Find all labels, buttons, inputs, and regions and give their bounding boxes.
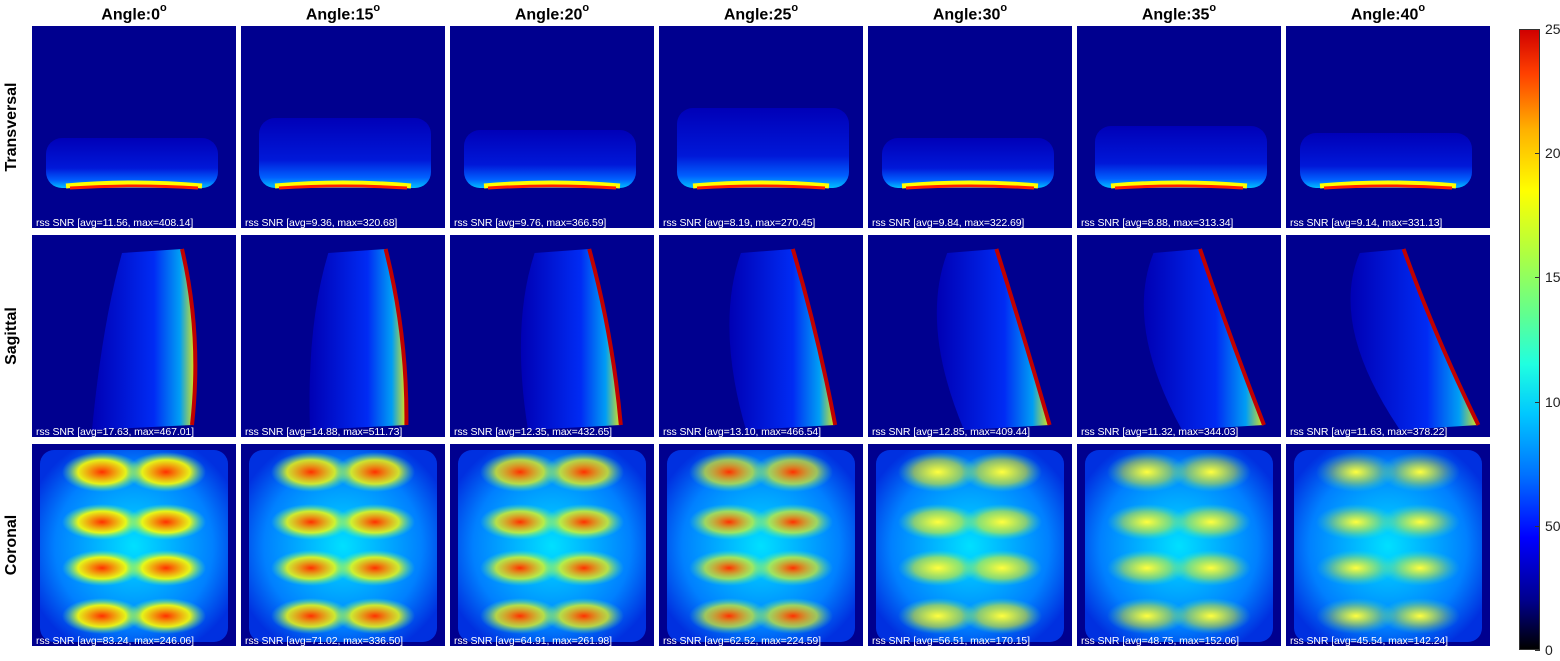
snr-panel-transversal-angle-20: rss SNR [avg=9.76, max=366.59] xyxy=(450,26,654,228)
snr-map-image xyxy=(40,450,228,642)
colorbar-tick-mark xyxy=(1535,29,1540,30)
snr-panel-sagittal-angle-40: rss SNR [avg=11.63, max=378.22] xyxy=(1286,235,1490,437)
snr-map-image xyxy=(458,450,646,642)
row-label-sagittal: Sagittal xyxy=(3,307,20,365)
column-title-angle-35: Angle:35o xyxy=(1141,2,1217,24)
snr-panel-coronal-angle-30: rss SNR [avg=56.51, max=170.15] xyxy=(868,444,1072,646)
snr-panel-sagittal-angle-15: rss SNR [avg=14.88, max=511.73] xyxy=(241,235,445,437)
snr-panel-transversal-angle-35: rss SNR [avg=8.88, max=313.34] xyxy=(1077,26,1281,228)
snr-panel-transversal-angle-30: rss SNR [avg=9.84, max=322.69] xyxy=(868,26,1072,228)
snr-map-image xyxy=(1350,248,1481,430)
colorbar-tick-label: 250 xyxy=(1545,21,1560,37)
snr-panel-sagittal-angle-35: rss SNR [avg=11.32, max=344.03] xyxy=(1077,235,1281,437)
snr-panel-coronal-angle-35: rss SNR [avg=48.75, max=152.06] xyxy=(1077,444,1281,646)
snr-panel-transversal-angle-15: rss SNR [avg=9.36, max=320.68] xyxy=(241,26,445,228)
snr-map-image xyxy=(1143,248,1266,430)
snr-map-image xyxy=(249,450,437,642)
colorbar-tick-label: 50 xyxy=(1545,517,1560,534)
snr-stat-label: rss SNR [avg=83.24, max=246.06] xyxy=(36,635,194,646)
snr-stat-label: rss SNR [avg=17.63, max=467.01] xyxy=(36,426,194,437)
snr-map-image xyxy=(882,138,1054,190)
snr-map-image xyxy=(1095,126,1267,190)
column-title-angle-15: Angle:15o xyxy=(305,2,381,24)
snr-stat-label: rss SNR [avg=9.84, max=322.69] xyxy=(872,217,1025,228)
snr-stat-label: rss SNR [avg=9.76, max=366.59] xyxy=(454,217,607,228)
colorbar-tick-label: 200 xyxy=(1545,145,1560,162)
snr-stat-label: rss SNR [avg=8.88, max=313.34] xyxy=(1081,217,1234,228)
snr-stat-label: rss SNR [avg=9.36, max=320.68] xyxy=(245,217,398,228)
colorbar-tick-label: 100 xyxy=(1545,393,1560,410)
snr-map-image xyxy=(677,108,849,190)
colorbar-tick-mark xyxy=(1535,401,1540,403)
snr-panel-coronal-angle-0: rss SNR [avg=83.24, max=246.06] xyxy=(32,444,236,646)
snr-panel-sagittal-angle-30: rss SNR [avg=12.85, max=409.44] xyxy=(868,235,1072,437)
row-label-transversal: Transversal xyxy=(3,82,20,172)
snr-stat-label: rss SNR [avg=48.75, max=152.06] xyxy=(1081,635,1239,646)
snr-map-image xyxy=(520,248,623,430)
colorbar-tick-mark xyxy=(1535,525,1540,527)
snr-map-image xyxy=(729,248,838,430)
snr-stat-label: rss SNR [avg=8.19, max=270.45] xyxy=(663,217,816,228)
snr-panel-coronal-angle-20: rss SNR [avg=64.91, max=261.98] xyxy=(450,444,654,646)
snr-panel-transversal-angle-25: rss SNR [avg=8.19, max=270.45] xyxy=(659,26,863,228)
colorbar-tick-mark xyxy=(1535,650,1540,651)
snr-map-image xyxy=(1300,133,1472,190)
column-title-angle-20: Angle:20o xyxy=(514,2,590,24)
snr-map-image xyxy=(667,450,855,642)
snr-stat-label: rss SNR [avg=11.32, max=344.03] xyxy=(1081,426,1239,437)
snr-panel-coronal-angle-25: rss SNR [avg=62.52, max=224.59] xyxy=(659,444,863,646)
snr-panel-coronal-angle-15: rss SNR [avg=71.02, max=336.50] xyxy=(241,444,445,646)
snr-map-image xyxy=(936,248,1052,430)
snr-map-image xyxy=(46,138,218,190)
column-title-angle-25: Angle:25o xyxy=(723,2,799,24)
snr-map-image xyxy=(1085,450,1273,642)
snr-stat-label: rss SNR [avg=13.10, max=466.54] xyxy=(663,426,821,437)
snr-map-image xyxy=(876,450,1064,642)
snr-stat-label: rss SNR [avg=9.14, max=331.13] xyxy=(1290,217,1443,228)
colorbar-tick-mark xyxy=(1535,153,1540,155)
snr-panel-sagittal-angle-25: rss SNR [avg=13.10, max=466.54] xyxy=(659,235,863,437)
snr-stat-label: rss SNR [avg=12.35, max=432.65] xyxy=(454,426,612,437)
snr-map-image xyxy=(259,118,431,190)
snr-stat-label: rss SNR [avg=11.56, max=408.14] xyxy=(36,217,194,228)
snr-map-image xyxy=(92,248,198,430)
column-title-angle-30: Angle:30o xyxy=(932,2,1008,24)
snr-map-image xyxy=(1294,450,1482,642)
snr-panel-transversal-angle-0: rss SNR [avg=11.56, max=408.14] xyxy=(32,26,236,228)
colorbar-tick-label: 0 xyxy=(1545,642,1553,658)
snr-stat-label: rss SNR [avg=62.52, max=224.59] xyxy=(663,635,821,646)
snr-stat-label: rss SNR [avg=71.02, max=336.50] xyxy=(245,635,403,646)
row-label-coronal: Coronal xyxy=(3,514,20,576)
column-title-angle-0: Angle:0o xyxy=(101,2,167,24)
column-title-angle-40: Angle:40o xyxy=(1350,2,1426,24)
snr-stat-label: rss SNR [avg=11.63, max=378.22] xyxy=(1290,426,1448,437)
snr-stat-label: rss SNR [avg=12.85, max=409.44] xyxy=(872,426,1030,437)
snr-panel-sagittal-angle-0: rss SNR [avg=17.63, max=467.01] xyxy=(32,235,236,437)
snr-map-image xyxy=(309,248,409,430)
colorbar-tick-label: 150 xyxy=(1545,269,1560,286)
snr-panel-sagittal-angle-20: rss SNR [avg=12.35, max=432.65] xyxy=(450,235,654,437)
snr-panel-coronal-angle-40: rss SNR [avg=45.54, max=142.24] xyxy=(1286,444,1490,646)
snr-stat-label: rss SNR [avg=64.91, max=261.98] xyxy=(454,635,612,646)
colorbar xyxy=(1519,29,1540,650)
snr-stat-label: rss SNR [avg=45.54, max=142.24] xyxy=(1290,635,1448,646)
colorbar-tick-mark xyxy=(1535,277,1540,279)
snr-map-image xyxy=(464,130,636,190)
snr-stat-label: rss SNR [avg=14.88, max=511.73] xyxy=(245,426,403,437)
snr-stat-label: rss SNR [avg=56.51, max=170.15] xyxy=(872,635,1030,646)
snr-panel-transversal-angle-40: rss SNR [avg=9.14, max=331.13] xyxy=(1286,26,1490,228)
